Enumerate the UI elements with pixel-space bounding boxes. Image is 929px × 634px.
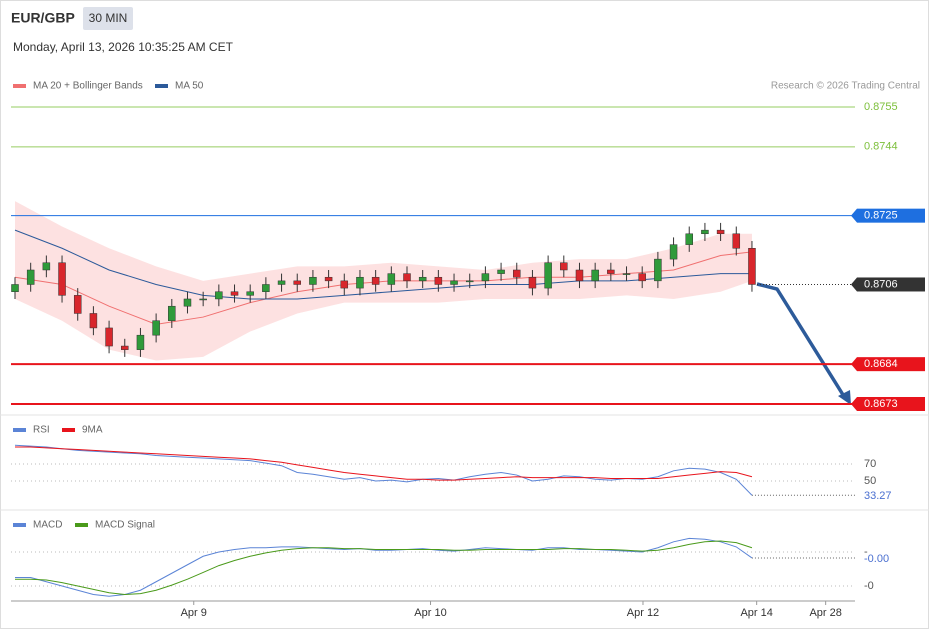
legend-swatch: [62, 428, 75, 432]
bollinger-band: [15, 201, 752, 361]
candle-body: [418, 276, 427, 282]
candle-body: [669, 244, 678, 260]
candle-body: [152, 320, 160, 336]
candle-body: [136, 334, 145, 350]
y-tick-label: 70: [864, 458, 876, 470]
legend-swatch: [155, 84, 168, 88]
candle-body: [465, 280, 474, 283]
candle-body: [513, 269, 521, 278]
candle-body: [42, 262, 51, 271]
indicator-line: [15, 446, 753, 481]
candle-body: [403, 273, 411, 282]
legend-label: MACD: [33, 520, 62, 531]
legend-label: RSI: [33, 425, 50, 436]
candle-body: [544, 262, 552, 289]
candle-body: [73, 295, 82, 314]
candle-body: [387, 273, 396, 285]
x-tick-label: Apr 9: [181, 607, 207, 619]
candle-body: [246, 291, 254, 296]
candle-body: [685, 233, 693, 245]
candle-body: [716, 229, 725, 235]
candle-body: [450, 280, 458, 285]
candle-body: [607, 269, 615, 274]
candle-body: [168, 305, 176, 321]
candle-body: [356, 276, 364, 289]
legend-swatch: [75, 523, 88, 527]
y-tick-label: 50: [864, 475, 876, 487]
x-tick-label: Apr 28: [809, 607, 841, 619]
candle-body: [293, 280, 301, 285]
candle-body: [230, 291, 239, 296]
level-badge: [857, 208, 925, 223]
legend-label: MA 50: [175, 81, 204, 92]
level-label: 0.8744: [864, 141, 898, 153]
candle-body: [732, 233, 741, 249]
legend-swatch: [13, 428, 26, 432]
candle-body: [654, 258, 662, 282]
interval-badge[interactable]: [83, 7, 133, 30]
level-label: 0.8684: [864, 358, 898, 370]
level-label: 0.8755: [864, 101, 898, 113]
candle-body: [481, 273, 490, 282]
level-label: 0.8673: [864, 398, 898, 410]
level-label: 0.8706: [864, 278, 898, 290]
candle-body: [324, 276, 333, 282]
candle-body: [277, 280, 286, 285]
candle-body: [591, 269, 599, 282]
interval[interactable]: 30 MIN: [89, 11, 128, 25]
candle-body: [748, 248, 756, 285]
legend-label: MACD Signal: [95, 520, 155, 531]
credit: Research © 2026 Trading Central: [771, 81, 920, 92]
candle-body: [560, 262, 568, 271]
level-badge-tip: [851, 397, 857, 411]
candle-body: [371, 276, 380, 285]
candle-body: [11, 284, 19, 292]
candle-body: [26, 269, 35, 285]
level-badge: [857, 397, 925, 411]
candle-body: [89, 313, 98, 329]
last-value-label: -0.00: [864, 553, 889, 565]
x-tick-label: Apr 14: [740, 607, 772, 619]
x-tick-label: Apr 10: [414, 607, 446, 619]
symbol: EUR/GBP: [11, 10, 75, 26]
level-badge: [857, 357, 925, 372]
level-badge-tip: [851, 357, 857, 372]
candle-body: [434, 276, 443, 285]
candle-body: [199, 298, 207, 301]
candle-body: [183, 298, 192, 307]
candle-body: [121, 345, 129, 350]
candle-body: [105, 327, 113, 347]
candle-body: [58, 262, 66, 296]
candle-body: [215, 291, 223, 300]
candle-body: [701, 229, 709, 235]
indicator-line: [15, 540, 753, 596]
candle-body: [262, 284, 270, 292]
candle-body: [309, 276, 317, 285]
candle-body: [528, 276, 537, 289]
candle-body: [340, 280, 349, 289]
candle-body: [497, 269, 505, 274]
legend-label: MA 20 + Bollinger Bands: [33, 81, 143, 92]
y-tick-label: -0: [864, 580, 874, 592]
legend-swatch: [13, 523, 26, 527]
datetime: Monday, April 13, 2026 10:35:25 AM CET: [13, 40, 234, 54]
last-value-label: 33.27: [864, 490, 892, 502]
legend-label: 9MA: [82, 425, 103, 436]
legend-swatch: [13, 84, 26, 88]
x-tick-label: Apr 12: [627, 607, 659, 619]
y-tick-label: -: [864, 546, 868, 558]
candle-body: [622, 273, 631, 275]
level-badge-tip: [851, 208, 857, 223]
level-label: 0.8725: [864, 210, 898, 222]
candle-body: [638, 273, 646, 282]
projection-arrow: [756, 282, 851, 405]
level-badge-tip: [851, 277, 857, 292]
indicator-line: [15, 537, 753, 597]
level-badge: [857, 277, 925, 292]
candle-body: [575, 269, 584, 282]
